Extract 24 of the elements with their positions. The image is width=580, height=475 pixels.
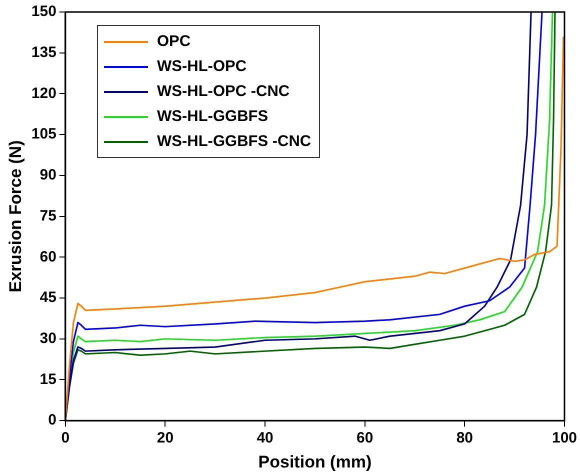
y-tick-label: 60 (40, 248, 56, 266)
y-tick-label: 30 (40, 330, 56, 348)
y-axis-title: Exrusion Force (N) (6, 140, 25, 292)
x-tick-label: 100 (552, 430, 577, 447)
y-tick-label: 90 (40, 166, 56, 184)
y-tick-label: 0 (48, 412, 56, 429)
y-tick-label: 105 (31, 126, 56, 143)
x-tick-label: 40 (256, 430, 274, 447)
x-axis-title: Position (mm) (258, 452, 372, 472)
y-tick-label: 150 (31, 3, 56, 20)
legend-label: WS-HL-OPC (157, 57, 247, 77)
y-tick-label: 75 (40, 207, 56, 224)
y-tick-label: 15 (40, 370, 56, 388)
legend-label: WS-HL-GGBFS -CNC (157, 132, 312, 152)
y-tick-label: 135 (31, 44, 56, 61)
x-tick-label: 20 (156, 430, 174, 447)
legend-label: WS-HL-GGBFS (157, 107, 268, 127)
x-tick-label: 0 (61, 430, 70, 447)
x-tick-label: 60 (356, 430, 374, 447)
y-tick-label: 120 (31, 84, 56, 102)
legend-label: WS-HL-OPC -CNC (157, 82, 290, 102)
legend-label: OPC (157, 32, 191, 52)
x-tick-label: 80 (456, 430, 474, 447)
y-tick-label: 45 (40, 289, 56, 306)
